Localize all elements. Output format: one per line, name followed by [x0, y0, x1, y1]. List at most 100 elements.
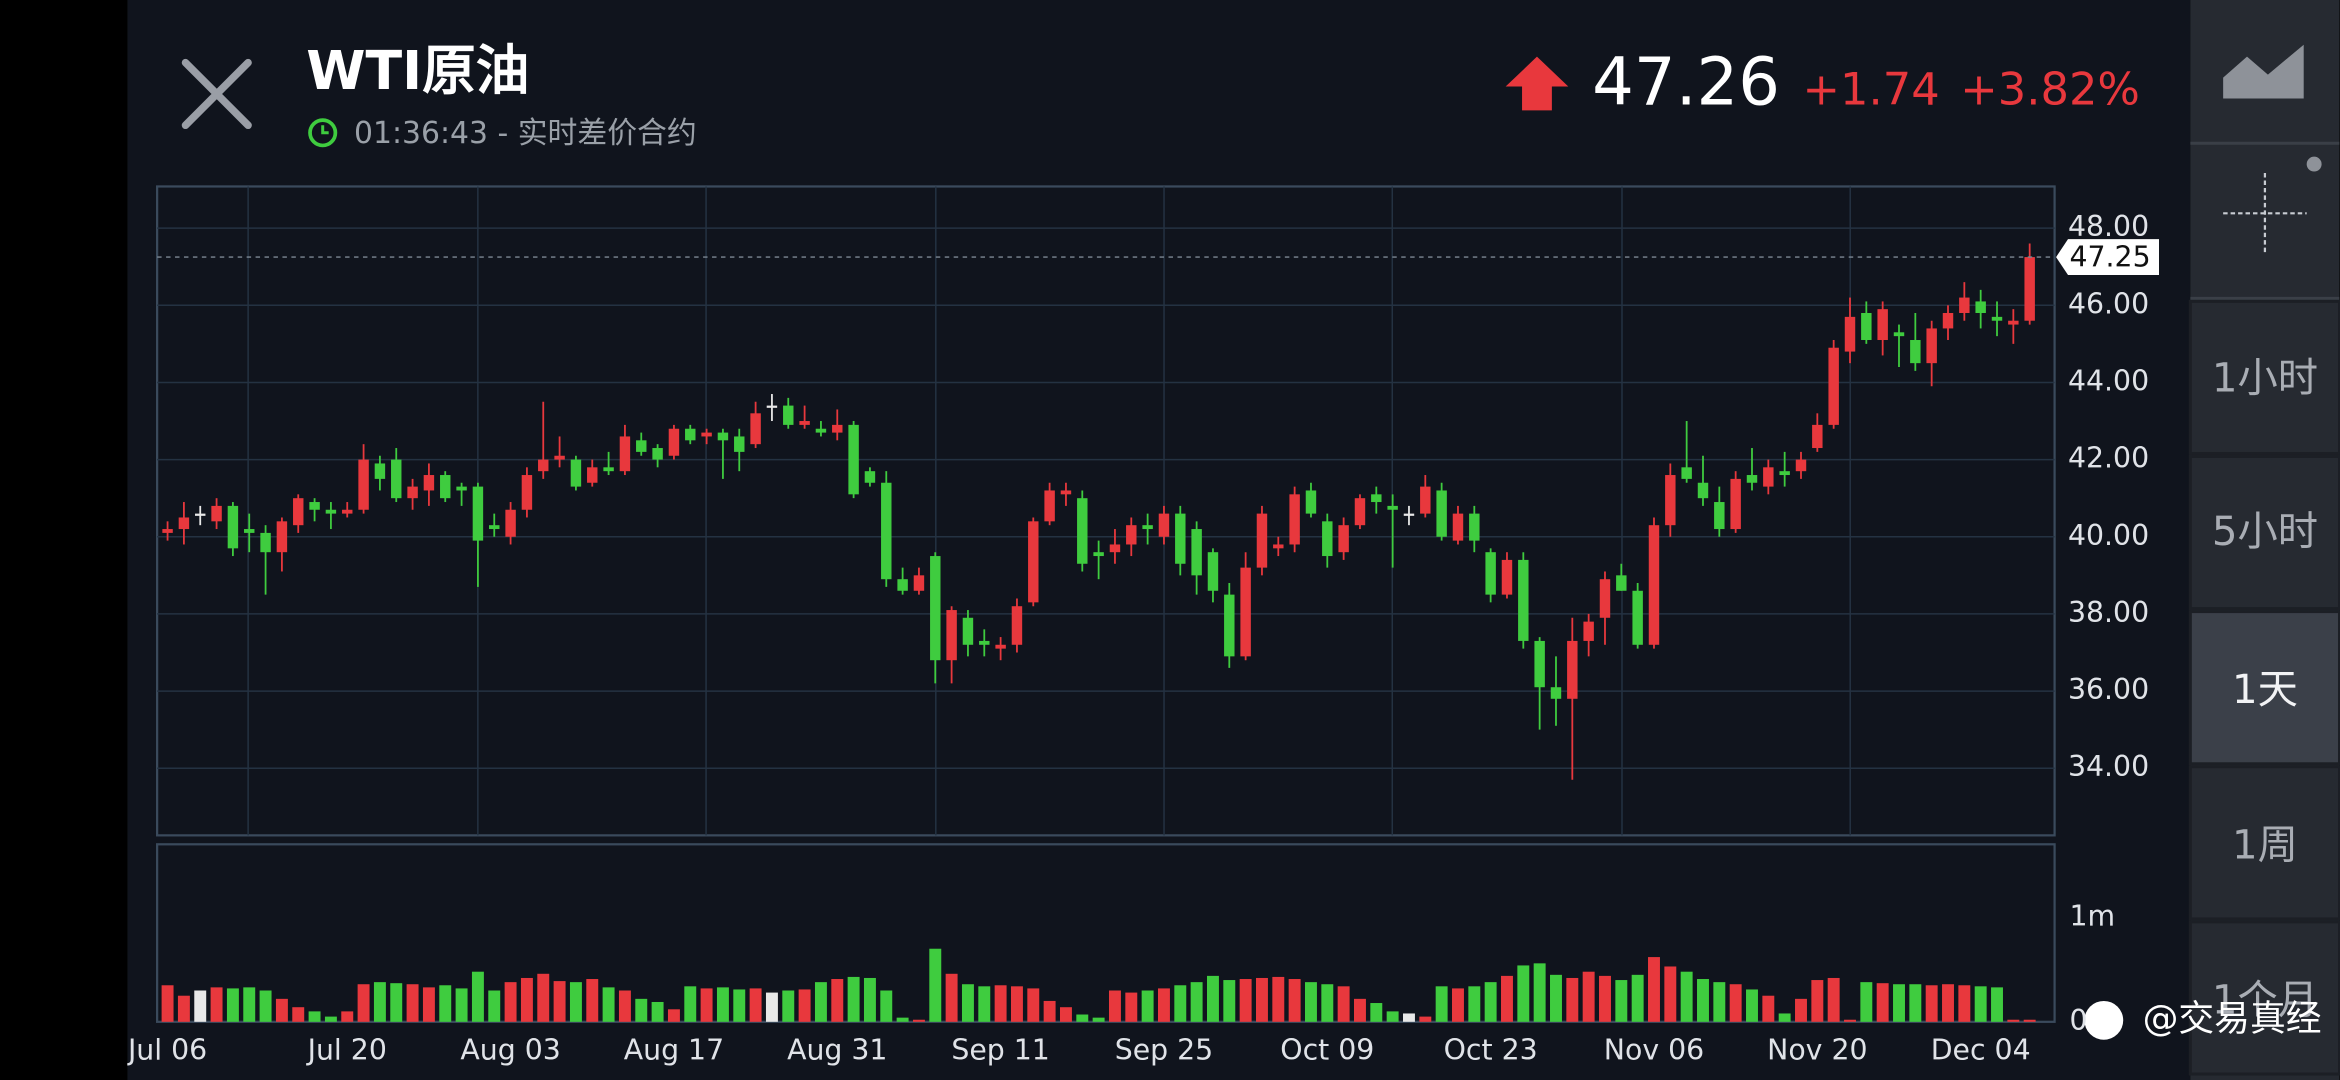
volume-bar — [1860, 982, 1873, 1022]
candle-body — [521, 475, 533, 510]
volume-bar — [1631, 974, 1644, 1022]
interval-label[interactable]: 1天 — [2232, 667, 2298, 713]
volume-tick-label: 0 — [2070, 1004, 2088, 1037]
volume-bar — [847, 976, 860, 1022]
candle-body — [1501, 559, 1513, 595]
candle-body — [1387, 505, 1398, 510]
volume-bar — [161, 985, 174, 1022]
volume-bar — [259, 990, 272, 1022]
y-tick-label: 46.00 — [2068, 287, 2149, 320]
candle-body — [1583, 621, 1594, 641]
indicator-dot — [2306, 156, 2322, 172]
candle-body — [554, 455, 565, 460]
candle-body — [1648, 525, 1660, 645]
candle-body — [342, 509, 353, 514]
interval-label[interactable]: 1小时 — [2212, 355, 2318, 401]
volume-bar — [1827, 977, 1840, 1022]
volume-bar — [1762, 995, 1775, 1022]
crosshair-icon[interactable] — [2223, 173, 2307, 254]
volume-bar — [520, 977, 533, 1022]
chart-type-icon[interactable] — [2223, 44, 2304, 99]
interval-cell[interactable] — [2188, 454, 2340, 611]
last-price-tag — [2056, 239, 2160, 275]
volume-bar — [700, 988, 713, 1022]
candle-body — [1420, 486, 1431, 514]
candle-body — [962, 617, 974, 645]
interval-cell[interactable] — [2188, 920, 2340, 1076]
candle-body — [1665, 475, 1676, 526]
volume-bar — [1795, 998, 1807, 1022]
candle-body — [1893, 332, 1905, 337]
interval-label[interactable]: 1周 — [2232, 822, 2298, 868]
change: +1.74 — [1803, 62, 1940, 115]
volume-bar — [1403, 1013, 1415, 1022]
volume-bar — [1174, 985, 1187, 1022]
plot: 34.00 36.00 38.00 40.00 42.00 44.00 46.00 48.00… — [126, 185, 2149, 1067]
candle-body — [1142, 525, 1153, 530]
x-tick-label: Oct 09 — [1280, 1034, 1374, 1067]
last-price-label: 47.25 — [2070, 241, 2151, 274]
volume-bar — [651, 1001, 664, 1022]
interval-cell[interactable] — [2188, 610, 2340, 766]
candle-body — [668, 428, 680, 456]
candle-body — [603, 467, 614, 472]
candle-body — [930, 556, 941, 661]
y-tick-label: 38.00 — [2068, 596, 2149, 629]
volume-bar — [2023, 1019, 2036, 1022]
candle-body — [1175, 513, 1186, 564]
candle-body — [358, 459, 369, 510]
candle-body — [423, 475, 435, 491]
volume-bar — [1108, 990, 1121, 1022]
volume-bar — [1664, 966, 1677, 1022]
candle-body — [456, 486, 467, 491]
candle-body — [162, 529, 173, 533]
close-button[interactable] — [181, 58, 252, 130]
candle-body — [1844, 316, 1856, 352]
volume-bar — [1305, 982, 1317, 1022]
interval-label[interactable]: 5小时 — [2212, 509, 2318, 555]
volume-bar — [406, 984, 419, 1022]
candle-body — [685, 428, 696, 441]
volume-bar — [1288, 979, 1301, 1022]
volume-bar — [569, 982, 582, 1022]
candle-body — [244, 529, 255, 533]
volume-bar — [814, 982, 827, 1022]
volume-bar — [1190, 982, 1203, 1022]
candle-body — [881, 482, 892, 580]
y-tick-label: 42.00 — [2068, 442, 2149, 475]
clock-hands — [321, 125, 329, 135]
candle-body — [1109, 544, 1121, 553]
candle-body — [1910, 340, 1921, 364]
x-tick-label: Nov 20 — [1767, 1034, 1867, 1067]
volume-bar — [292, 1007, 305, 1022]
x-tick-label: Nov 06 — [1604, 1034, 1704, 1067]
volume-bar — [716, 987, 729, 1022]
candle-body — [1534, 640, 1545, 688]
interval-label[interactable]: 1个月 — [2212, 977, 2318, 1023]
candle-body — [783, 405, 794, 425]
interval-cell[interactable] — [2188, 299, 2340, 455]
candle-body — [195, 513, 206, 516]
candle-body — [1044, 490, 1055, 522]
candle-body — [1371, 494, 1382, 503]
volume-bar — [1255, 977, 1268, 1022]
volume-bar — [1386, 1011, 1399, 1022]
volume-bar — [1419, 1016, 1432, 1022]
volume-bar — [1533, 963, 1546, 1022]
candle-body — [1681, 467, 1692, 479]
volume-bar — [1697, 979, 1709, 1022]
candle-body — [636, 440, 647, 452]
volume-bar — [1729, 984, 1742, 1022]
candle-body — [570, 459, 582, 487]
volume-bar — [1893, 984, 1905, 1022]
price: 47.26 — [1592, 45, 1780, 121]
y-tick-label: 40.00 — [2068, 519, 2149, 552]
volume-bar — [765, 992, 778, 1022]
volume-bar — [961, 984, 974, 1022]
candle-body — [766, 405, 778, 408]
volume-bar — [504, 982, 517, 1022]
volume-bar — [1043, 1000, 1056, 1022]
candle-body — [1779, 471, 1790, 476]
